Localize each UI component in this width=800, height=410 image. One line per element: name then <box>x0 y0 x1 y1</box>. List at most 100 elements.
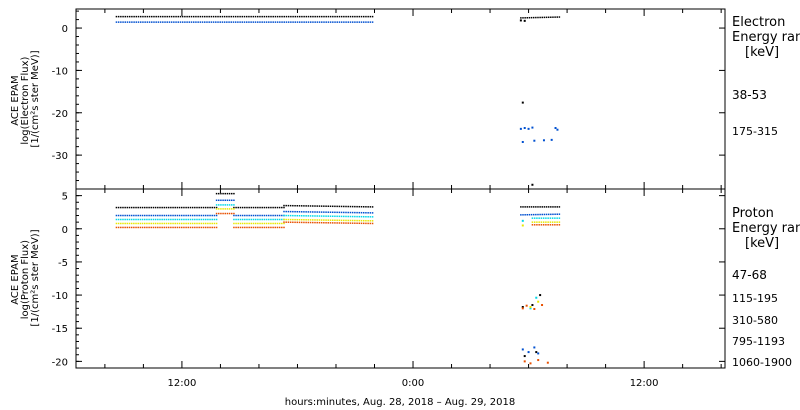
data-point <box>538 224 540 226</box>
data-point <box>202 222 205 225</box>
data-point <box>210 15 213 18</box>
data-point <box>312 15 314 18</box>
data-point <box>263 218 266 221</box>
data-point <box>224 212 227 215</box>
data-point <box>126 206 129 209</box>
data-point <box>128 226 131 229</box>
data-point <box>181 226 183 229</box>
data-point <box>278 206 281 209</box>
data-point <box>298 15 301 18</box>
data-point <box>233 208 235 210</box>
data-point <box>332 21 334 23</box>
data-point <box>367 216 369 218</box>
data-point <box>135 214 137 217</box>
data-point <box>252 206 255 209</box>
data-point <box>185 218 187 221</box>
data-point <box>163 218 166 221</box>
data-point <box>354 222 356 224</box>
data-point <box>360 21 363 23</box>
data-point <box>177 21 180 23</box>
data-point <box>245 15 248 18</box>
data-point <box>259 206 261 209</box>
data-point <box>520 17 522 19</box>
data-point <box>204 218 207 221</box>
data-point <box>334 222 336 224</box>
data-point <box>537 359 540 362</box>
data-point <box>122 226 124 229</box>
data-point <box>133 15 135 18</box>
data-point <box>232 15 235 18</box>
data-point <box>200 214 203 217</box>
data-point <box>131 15 133 18</box>
data-point <box>543 206 546 208</box>
data-point <box>252 218 255 221</box>
data-point <box>267 214 270 217</box>
series-bottom-795-1193 <box>115 208 561 309</box>
data-point <box>556 217 558 219</box>
data-point <box>174 206 176 209</box>
data-point <box>195 15 197 18</box>
data-point <box>287 210 290 213</box>
data-point <box>181 214 183 217</box>
data-point <box>283 15 286 18</box>
data-point <box>307 21 310 23</box>
data-point <box>301 15 303 18</box>
data-point <box>278 218 281 221</box>
data-point <box>329 15 332 18</box>
data-point <box>309 205 312 207</box>
data-point <box>168 21 171 23</box>
data-point <box>226 192 229 195</box>
data-point <box>354 21 356 23</box>
data-point <box>289 214 292 217</box>
data-point <box>222 208 224 210</box>
data-point <box>155 21 157 23</box>
data-point <box>185 206 187 209</box>
data-point <box>115 222 118 225</box>
data-point <box>524 17 526 19</box>
data-point <box>172 226 174 229</box>
data-point <box>183 206 185 209</box>
data-point <box>196 226 198 229</box>
data-point <box>246 222 248 225</box>
data-point <box>369 220 372 222</box>
data-point <box>120 214 122 217</box>
data-point <box>233 192 235 195</box>
data-point <box>126 218 129 221</box>
data-point <box>314 211 316 213</box>
data-point <box>237 206 240 209</box>
data-point <box>531 224 534 226</box>
data-point <box>263 15 266 18</box>
data-point <box>267 222 270 225</box>
data-point <box>541 213 544 216</box>
data-point <box>351 219 354 222</box>
data-point <box>239 226 242 229</box>
top-panel: 0 -10 -20 -30 ACE EPAM log(Electron Flux) [… <box>10 8 800 190</box>
data-point <box>211 214 213 217</box>
data-point <box>318 211 321 213</box>
data-point <box>347 21 350 23</box>
data-point <box>525 304 528 307</box>
data-point <box>241 206 244 209</box>
bottom-legend: Proton Energy ranges [keV] 47-68 115-195… <box>732 206 800 369</box>
data-point <box>141 218 144 221</box>
data-point <box>338 211 341 214</box>
data-point <box>349 215 352 218</box>
data-point <box>139 218 142 221</box>
data-point <box>542 217 545 219</box>
data-point <box>545 221 547 223</box>
data-point <box>327 215 330 217</box>
data-point <box>224 192 227 195</box>
data-point <box>198 222 200 225</box>
data-point <box>248 218 250 221</box>
data-point <box>334 21 336 23</box>
top-legend-title-1: Electron <box>732 15 785 30</box>
bottom-panel: 5 0 -5 -10 -15 -20 ACE EPAM log(Proton Flux) … <box>10 188 800 369</box>
data-point <box>178 206 181 209</box>
data-point <box>263 214 266 217</box>
data-point <box>314 215 316 217</box>
data-point <box>186 15 188 18</box>
data-point <box>340 15 343 18</box>
data-point <box>309 221 312 224</box>
data-point <box>142 21 144 23</box>
data-point <box>314 219 316 221</box>
